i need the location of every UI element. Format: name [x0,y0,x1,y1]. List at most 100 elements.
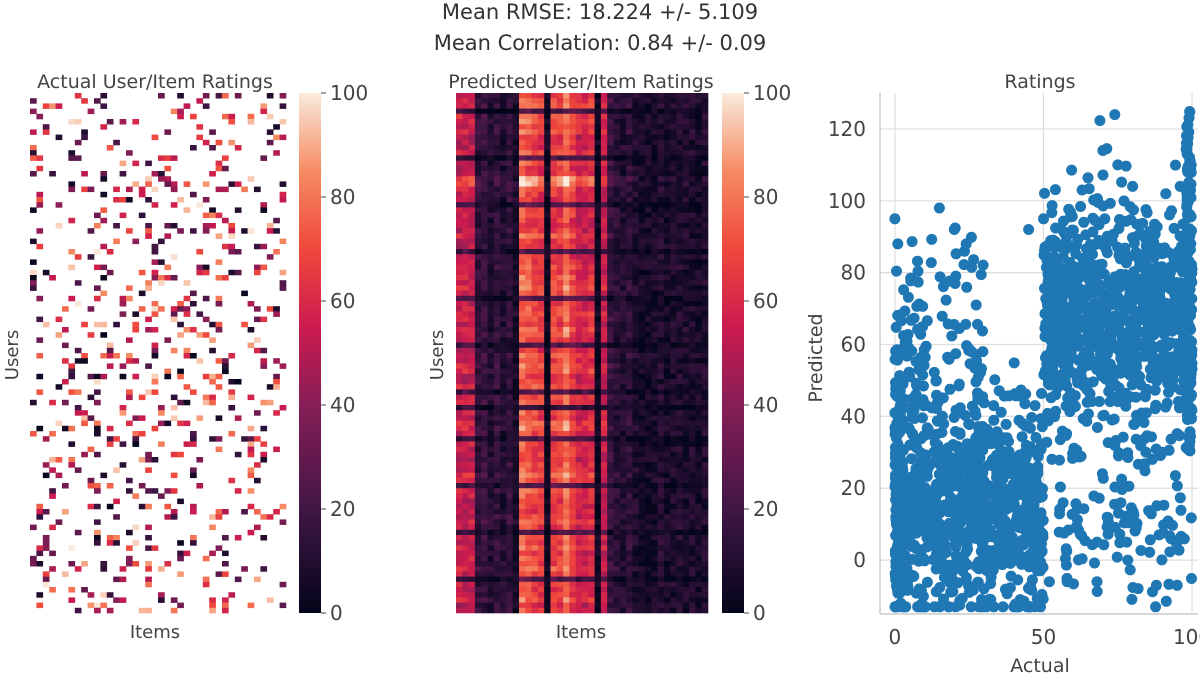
heatmap-cell [645,540,652,546]
heatmap-cell [607,119,614,125]
heatmap-cell [512,139,520,146]
heatmap-cell [600,441,608,447]
heatmap-cell [588,493,595,499]
heatmap-cell [632,405,639,411]
heatmap-cell [575,571,583,577]
heatmap-cell [594,327,602,333]
heatmap-cell [537,249,545,255]
heatmap-cell [632,555,639,562]
heatmap-cell [493,249,501,255]
heatmap-cell [682,457,690,463]
heatmap-cell [525,353,532,359]
heatmap-cell [563,493,570,499]
heatmap-cell [254,524,261,531]
heatmap-cell [537,472,545,479]
heatmap-cell [481,410,488,416]
heatmap-cell [126,285,133,291]
heatmap-cell [481,316,488,323]
heatmap-cell [632,150,639,156]
heatmap-cell [563,451,570,458]
heatmap-cell [550,425,558,432]
heatmap-cell [474,202,482,208]
heatmap-cell [462,498,469,505]
heatmap-cell [550,607,558,614]
heatmap-cell [74,254,82,260]
heatmap-cell [145,327,152,333]
heatmap-cell [575,290,583,297]
heatmap-cell [569,503,576,510]
heatmap-cell [588,134,595,141]
heatmap-cell [519,264,526,271]
heatmap-cell [695,342,702,349]
heatmap-cell [670,358,677,364]
heatmap-cell [695,555,702,562]
heatmap-cell [544,280,551,286]
heatmap-cell [456,217,463,224]
heatmap-cell [30,129,37,135]
heatmap-cell [506,394,513,401]
heatmap-cell [689,514,696,520]
heatmap-cell [456,535,463,541]
heatmap-cell [663,269,671,276]
heatmap-cell [632,347,639,354]
heatmap-cell [563,581,570,588]
heatmap-cell [468,514,476,520]
heatmap-cell [619,176,627,182]
heatmap-cell [619,316,627,323]
heatmap-cell [663,483,671,489]
heatmap-cell [582,519,589,525]
heatmap-cell [474,337,482,343]
heatmap-cell [626,509,633,515]
heatmap-cell [94,379,101,385]
heatmap-cell [701,493,709,499]
heatmap-cell [682,165,690,172]
heatmap-cell [569,607,576,614]
heatmap-cell [525,576,532,583]
heatmap-cell [462,415,469,421]
heatmap-cell [550,488,558,494]
heatmap-cell [234,576,242,583]
heatmap-cell [81,420,88,427]
heatmap-cell [575,415,583,421]
heatmap-cell [651,535,658,541]
heatmap-cell [619,592,627,598]
heatmap-cell [512,571,520,577]
heatmap-cell [506,436,513,442]
heatmap-cell [701,243,709,250]
heatmap-cell [676,347,684,354]
heatmap-cell [474,602,482,609]
heatmap-cell [682,488,690,494]
heatmap-cell [481,394,488,401]
heatmap-cell [100,191,108,198]
heatmap-cell [695,171,702,177]
heatmap-cell [462,103,469,109]
heatmap-cell [613,540,621,546]
heatmap-cell [481,119,488,125]
heatmap-cell [81,129,88,135]
heatmap-cell [701,316,709,323]
heatmap-cell [670,420,677,427]
heatmap-cell [600,451,608,458]
heatmap-cell [607,129,614,135]
heatmap-cell [582,566,589,572]
heatmap-cell [588,108,595,115]
heatmap-cell [575,150,583,156]
heatmap-cell [563,290,570,297]
heatmap-cell [613,129,621,135]
heatmap-cell [651,472,658,479]
heatmap-cell [164,503,172,510]
heatmap-cell [550,394,558,401]
heatmap-cell [613,519,621,525]
heatmap-cell [563,108,570,115]
heatmap-cell [119,566,127,572]
heatmap-cell [164,223,172,229]
heatmap-cell [512,483,520,489]
heatmap-cell [512,436,520,442]
heatmap-cell [701,186,709,193]
heatmap-cell [550,529,558,536]
heatmap-cell [638,233,646,239]
heatmap-cell [657,488,665,494]
heatmap-cell [537,119,545,125]
heatmap-cell [531,493,539,499]
heatmap-cell [670,290,677,297]
